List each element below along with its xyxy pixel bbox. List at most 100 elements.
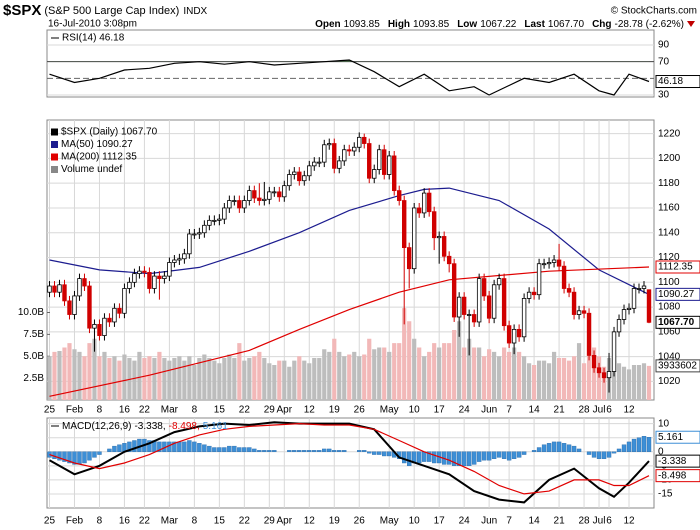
candle-body (481, 278, 487, 297)
candle-body (212, 219, 217, 222)
macd-histogram-bar (486, 451, 492, 461)
volume-bar (177, 356, 182, 400)
volume-bar (611, 360, 617, 400)
candle-body (471, 314, 477, 323)
volume-bar (147, 356, 152, 400)
stat-value: 1093.85 (344, 19, 381, 30)
candle-body (431, 211, 437, 239)
volume-bar (162, 358, 167, 400)
x-tick-label: 22 (239, 405, 251, 416)
last-value-label: 5.161 (658, 432, 683, 443)
last-value-box (655, 430, 700, 444)
volume-bar (332, 338, 337, 400)
candle-body (312, 161, 317, 167)
volume-bar (452, 330, 457, 400)
volume-bar (352, 351, 357, 400)
volume-bar (442, 343, 447, 400)
candle-body (252, 190, 257, 199)
macd-histogram-bar (357, 450, 362, 452)
volume-bar (317, 358, 322, 400)
candle-body (441, 236, 447, 257)
volume-bar (257, 351, 262, 400)
candle-body (277, 191, 282, 198)
candle-body (152, 275, 157, 289)
volume-bar (407, 321, 412, 400)
macd-histogram-bar (456, 451, 462, 467)
volume-bar (601, 366, 607, 400)
candle-body (596, 367, 602, 374)
volume-bar (517, 351, 522, 400)
candle-body (322, 144, 327, 163)
macd-histogram-bar (367, 451, 372, 454)
macd-line (49, 421, 650, 504)
candle-body (97, 324, 102, 336)
volume-bar (92, 338, 97, 400)
candle-body (307, 165, 312, 177)
y-tick-label: 1220 (658, 128, 681, 139)
y-tick-label: 1140 (658, 227, 680, 238)
x-tick-label: 28 (578, 405, 590, 416)
macd-histogram-bar (491, 451, 497, 459)
volume-bar (222, 358, 227, 400)
candle-body (531, 291, 537, 296)
last-value-box (655, 287, 700, 301)
stat-value: 1093.85 (413, 19, 450, 30)
candle-body (392, 155, 397, 192)
candle-body (631, 288, 637, 309)
macd-histogram-bar (207, 445, 212, 452)
macd-histogram-bar (496, 451, 502, 458)
volume-bar (287, 366, 292, 400)
candle-body (367, 143, 372, 179)
macd-histogram-bar (67, 451, 72, 464)
candle-body (77, 278, 82, 297)
macd-histogram-bar (232, 445, 237, 452)
candle-body (177, 258, 182, 261)
candle-body (407, 247, 412, 270)
volume-bar (571, 356, 577, 400)
macd-histogram-bar (377, 451, 382, 455)
volume-bar (282, 360, 287, 400)
volume-bar (527, 363, 532, 400)
volume-bar (427, 351, 432, 400)
volume-bar (621, 366, 627, 400)
x-tick-label: Feb (66, 516, 84, 527)
last-value-box (655, 75, 700, 89)
x-tick-label: Jun (481, 405, 497, 416)
volume-bar (47, 356, 52, 400)
macd-histogram-bar (596, 451, 602, 459)
volume-bar (207, 358, 212, 400)
macd-histogram-bar (461, 451, 467, 467)
volume-bar (387, 351, 392, 400)
candle-body (317, 161, 322, 164)
legend-swatch (51, 166, 58, 173)
volume-bar (512, 347, 517, 400)
last-value-box (655, 454, 700, 468)
volume-bar (347, 354, 352, 400)
legend-label: Volume undef (61, 164, 122, 175)
quote-stats: Open 1093.85 High 1093.85 Low 1067.22 Last 1067… (315, 19, 684, 30)
macd-histogram-bar (536, 447, 542, 452)
candle-body (357, 136, 362, 148)
x-tick-label: 26 (354, 516, 366, 527)
candle-body (591, 354, 597, 369)
macd-histogram-bar (337, 450, 342, 452)
last-value-label: 1067.70 (658, 317, 695, 328)
stat-value: 1067.70 (548, 19, 585, 30)
candle-body (302, 175, 307, 182)
volume-bar (267, 363, 272, 400)
x-tick-label: 7 (506, 405, 512, 416)
macd-histogram-bar (611, 451, 617, 454)
candle-body (511, 328, 517, 344)
timestamp: 16-Jul-2010 3:08pm (48, 19, 137, 30)
y2-tick-label: 5.0B (23, 351, 44, 362)
volume-bar (322, 349, 327, 400)
volume-bar (297, 356, 302, 400)
macd-histogram-bar (57, 451, 62, 461)
macd-histogram-bar (77, 451, 82, 465)
candle-body (297, 171, 302, 182)
candle-body (541, 263, 547, 266)
candle-body (142, 270, 147, 273)
candle-body (62, 284, 67, 302)
x-tick-label: May (380, 516, 399, 527)
